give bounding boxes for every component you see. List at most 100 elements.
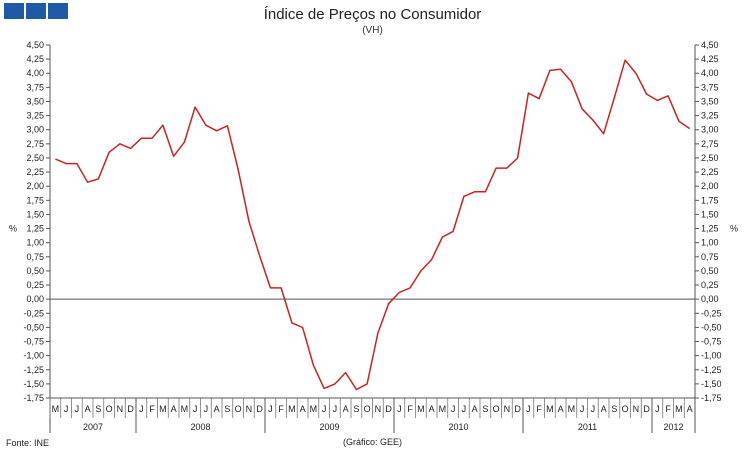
y-tick-label-left: 0,50 (26, 266, 44, 276)
y-tick-label-right: 4,00 (701, 68, 719, 78)
y-tick-label-left: 4,50 (26, 40, 44, 50)
y-tick-label-right: 3,75 (701, 82, 719, 92)
month-label: A (429, 404, 435, 414)
y-tick-label-left: 2,00 (26, 181, 44, 191)
month-label: A (171, 404, 177, 414)
y-tick-label-left: 1,25 (26, 224, 44, 234)
month-label: J (193, 404, 198, 414)
credit-note: (Gráfico: GEE) (343, 437, 403, 447)
month-label: M (310, 404, 318, 414)
y-tick-label-right: -1,00 (701, 351, 722, 361)
month-label: F (278, 404, 284, 414)
y-axis-label-right: % (730, 224, 738, 234)
month-label: F (407, 404, 413, 414)
year-label: 2012 (663, 422, 683, 432)
series-line (55, 59, 691, 391)
month-label: J (322, 404, 327, 414)
month-label: M (181, 404, 189, 414)
month-label: M (546, 404, 554, 414)
y-tick-label-right: 0,00 (701, 294, 719, 304)
y-tick-label-right: 4,50 (701, 40, 719, 50)
y-tick-label-right: 3,00 (701, 125, 719, 135)
y-tick-label-right: 3,50 (701, 96, 719, 106)
month-label: M (568, 404, 576, 414)
month-label: O (364, 404, 371, 414)
y-tick-label-right: 1,75 (701, 195, 719, 205)
chart-subtitle: (VH) (362, 25, 383, 36)
month-label: N (504, 404, 511, 414)
month-label: J (64, 404, 69, 414)
month-label: D (643, 404, 650, 414)
month-label: O (622, 404, 629, 414)
y-tick-label-left: 1,50 (26, 209, 44, 219)
y-axis-label-left: % (9, 224, 17, 234)
y-tick-label-left: 2,25 (26, 167, 44, 177)
month-label: F (536, 404, 542, 414)
y-tick-label-right: 0,25 (701, 280, 719, 290)
y-tick-label-left: 0,75 (26, 252, 44, 262)
y-tick-label-right: 2,75 (701, 139, 719, 149)
y-tick-label-right: -0,75 (701, 337, 722, 347)
month-label: M (288, 404, 296, 414)
month-label: J (333, 404, 338, 414)
y-tick-label-right: -0,25 (701, 308, 722, 318)
y-tick-label-right: 1,00 (701, 238, 719, 248)
month-label: F (665, 404, 671, 414)
month-label: J (139, 404, 144, 414)
month-label: O (106, 404, 113, 414)
chart-title: Índice de Preços no Consumidor (263, 6, 482, 23)
y-tick-label-left: 3,75 (26, 82, 44, 92)
y-tick-label-right: 3,25 (701, 111, 719, 121)
month-label: J (75, 404, 80, 414)
month-label: S (353, 404, 359, 414)
month-label: O (235, 404, 242, 414)
month-label: N (375, 404, 382, 414)
month-label: M (417, 404, 425, 414)
y-tick-label-right: 1,50 (701, 209, 719, 219)
y-tick-label-right: -1,75 (701, 393, 722, 403)
y-tick-label-right: -0,50 (701, 322, 722, 332)
y-tick-label-right: 0,75 (701, 252, 719, 262)
month-label: A (472, 404, 478, 414)
y-tick-label-left: -0,50 (23, 322, 44, 332)
month-label: O (493, 404, 500, 414)
month-label: J (591, 404, 596, 414)
source-note: Fonte: INE (6, 438, 50, 448)
y-tick-label-right: -1,25 (701, 365, 722, 375)
month-label: A (601, 404, 607, 414)
y-tick-label-left: 1,75 (26, 195, 44, 205)
y-tick-label-left: 0,25 (26, 280, 44, 290)
y-tick-label-left: -1,75 (23, 393, 44, 403)
logo-block (26, 3, 46, 19)
month-label: N (117, 404, 124, 414)
month-label: J (655, 404, 660, 414)
logo-block (4, 3, 24, 19)
month-label: J (526, 404, 531, 414)
month-label: S (611, 404, 617, 414)
month-label: M (675, 404, 683, 414)
year-label: 2010 (448, 422, 468, 432)
month-label: A (85, 404, 91, 414)
y-tick-label-left: -1,00 (23, 351, 44, 361)
year-label: 2007 (83, 422, 103, 432)
y-tick-label-right: 2,00 (701, 181, 719, 191)
month-label: A (558, 404, 564, 414)
y-tick-label-right: 0,50 (701, 266, 719, 276)
month-label: S (224, 404, 230, 414)
month-label: M (439, 404, 447, 414)
month-label: A (300, 404, 306, 414)
year-label: 2011 (578, 422, 597, 432)
month-label: D (385, 404, 392, 414)
y-tick-label-left: 1,00 (26, 238, 44, 248)
logo-block (48, 3, 68, 19)
month-label: D (256, 404, 263, 414)
y-tick-label-right: 2,25 (701, 167, 719, 177)
month-label: A (343, 404, 349, 414)
y-tick-label-left: -1,50 (23, 379, 44, 389)
month-label: J (204, 404, 209, 414)
month-label: S (95, 404, 101, 414)
year-label: 2009 (319, 422, 339, 432)
month-label: N (246, 404, 253, 414)
month-label: J (462, 404, 467, 414)
